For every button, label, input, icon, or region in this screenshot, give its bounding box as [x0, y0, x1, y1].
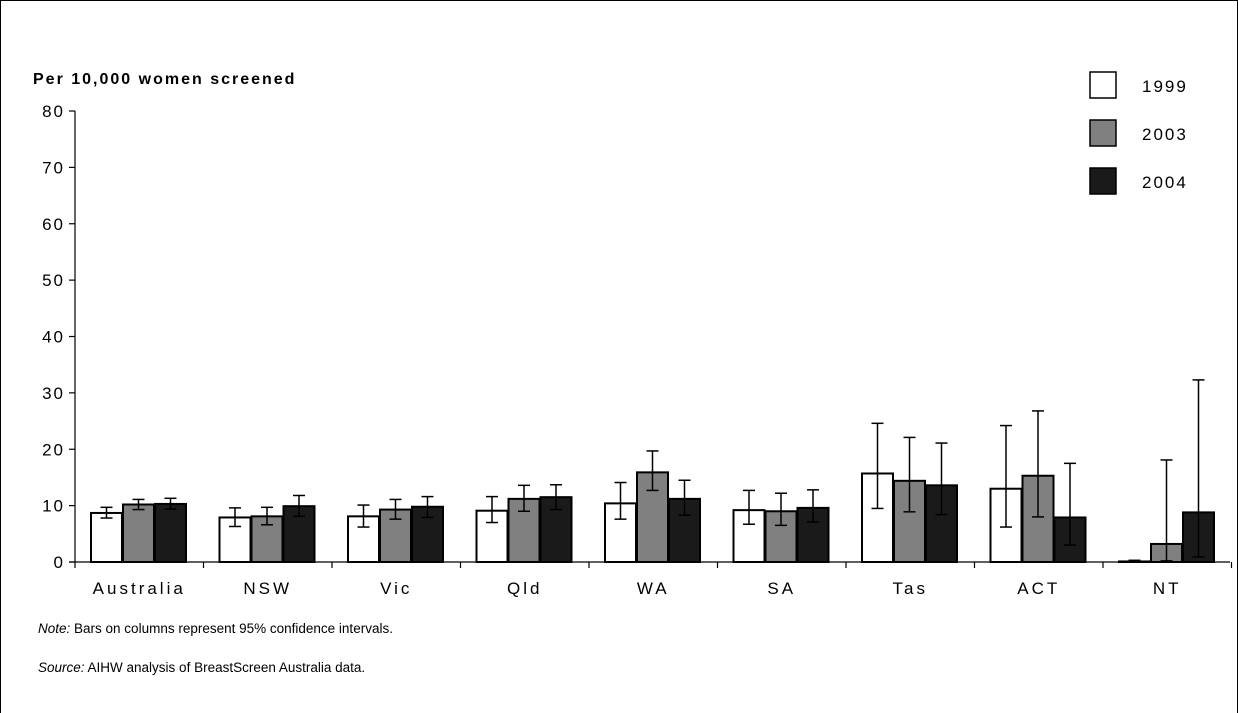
bar-1999-Australia [90, 511, 123, 563]
y-tick-label: 0 [54, 553, 65, 572]
x-category-label: ACT [1017, 579, 1060, 598]
y-tick-label: 50 [42, 271, 65, 290]
bar-2003-Australia [122, 503, 155, 563]
legend-label-1999: 1999 [1142, 77, 1188, 96]
x-category-label: SA [767, 579, 796, 598]
x-category-label: WA [637, 579, 670, 598]
source-text: AIHW analysis of BreastScreen Australia … [84, 660, 366, 675]
y-tick-label: 40 [42, 328, 65, 347]
chart-note: Note: Bars on columns represent 95% conf… [38, 621, 393, 636]
x-category-label: Tas [893, 579, 928, 598]
legend-label-2004: 2004 [1142, 173, 1188, 192]
legend-swatch-2003 [1089, 119, 1117, 147]
y-tick-label: 10 [42, 497, 65, 516]
x-category-label: NT [1153, 579, 1182, 598]
bar-2004-NSW [282, 505, 316, 563]
x-category-label: Vic [380, 579, 412, 598]
x-category-label: Qld [507, 579, 542, 598]
chart-source: Source: AIHW analysis of BreastScreen Au… [38, 660, 365, 675]
note-text: Bars on columns represent 95% confidence… [70, 621, 393, 636]
y-tick-label: 30 [42, 384, 65, 403]
legend-swatch-2004 [1089, 167, 1117, 195]
source-label: Source: [38, 660, 85, 675]
bar-2004-Australia [154, 502, 187, 563]
y-tick-label: 60 [42, 215, 65, 234]
note-label: Note: [38, 621, 71, 636]
y-tick-label: 80 [42, 102, 65, 121]
y-tick-label: 70 [42, 158, 65, 177]
legend-swatch-1999 [1089, 71, 1117, 99]
x-category-label: NSW [243, 579, 292, 598]
y-axis-title: Per 10,000 women screened [33, 71, 296, 88]
y-tick-label: 20 [42, 440, 65, 459]
x-category-label: Australia [93, 579, 186, 598]
legend-label-2003: 2003 [1142, 125, 1188, 144]
